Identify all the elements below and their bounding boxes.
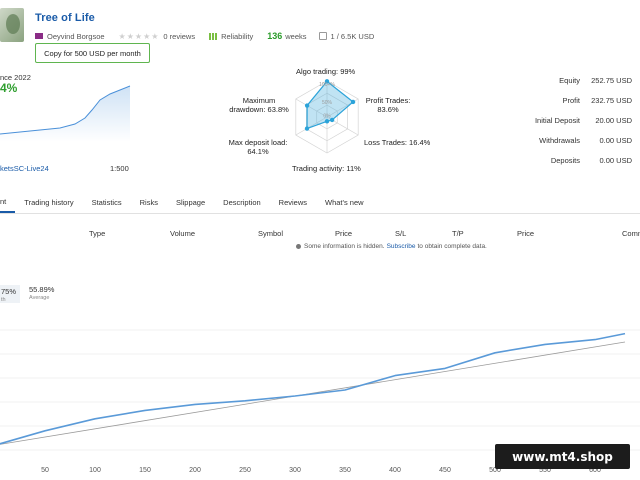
- mini-growth-chart: [0, 85, 131, 142]
- stat-equity: Equity 252.75 USD: [559, 75, 632, 85]
- radar-point: [304, 126, 310, 131]
- stat-withdrawals: Withdrawals 0.00 USD: [539, 135, 632, 145]
- radar-ring-label: 0%: [323, 114, 331, 120]
- tab-slippage[interactable]: Slippage: [175, 197, 206, 207]
- tab-description[interactable]: Description: [223, 197, 261, 207]
- radar-activity-label: Trading activity: 11%: [292, 164, 361, 173]
- x-tick-label: 250: [239, 467, 251, 474]
- growth-average-value: 55.89%: [29, 285, 55, 294]
- signal-thumbnail: [0, 8, 24, 42]
- radar-chart: 100+% 50% 0%: [295, 79, 359, 154]
- weeks-count: 136: [267, 31, 283, 41]
- flag-icon: [35, 33, 43, 39]
- x-tick-label: 550: [539, 467, 551, 474]
- author-name[interactable]: Oeyvind Borgsoe: [47, 31, 105, 41]
- radar-ring-label: 50%: [322, 100, 333, 106]
- tab-trading-history[interactable]: Trading history: [24, 197, 74, 207]
- growth-chart: 50 100 150 200 250 300 350 400 450 500 550 600: [0, 329, 640, 474]
- rating-stars-icon: ★★★★★: [118, 31, 160, 41]
- since-text: nce 2022: [0, 73, 31, 82]
- tab-account[interactable]: nt: [0, 191, 16, 213]
- col-commission[interactable]: Comm: [622, 229, 640, 238]
- x-tick-label: 350: [339, 467, 351, 474]
- x-tick-label: 500: [489, 467, 501, 474]
- col-volume[interactable]: Volume: [170, 229, 196, 238]
- info-icon: [296, 244, 301, 249]
- radar-point: [350, 99, 356, 105]
- growth-average-label: Average: [29, 295, 50, 301]
- radar-deposit-label: Max deposit load: 64.1%: [228, 138, 288, 156]
- col-type[interactable]: Type: [89, 229, 106, 238]
- radar-loss-label: Loss Trades: 16.4%: [364, 138, 431, 147]
- radar-algo-label: Algo trading: 99%: [296, 67, 356, 76]
- growth-line: [0, 332, 626, 445]
- growth-month-label: th: [1, 297, 6, 303]
- watermark: www.mt4.shop: [495, 444, 630, 469]
- radar-maxdd-label: Maximum drawdown: 63.8%: [229, 96, 289, 114]
- growth-month-value: 75%: [1, 287, 17, 296]
- x-tick-label: 400: [389, 467, 401, 474]
- reviews-count[interactable]: 0 reviews: [163, 31, 196, 41]
- radar-point: [324, 79, 330, 84]
- signal-meta: Oeyvind Borgsoe ★★★★★ 0 reviews Reliabil…: [35, 31, 374, 41]
- radar-point: [324, 119, 330, 124]
- subscribe-link[interactable]: Subscribe: [386, 243, 416, 250]
- x-tick-label: 600: [589, 467, 601, 474]
- x-tick-label: 450: [439, 467, 451, 474]
- tab-whats-new[interactable]: What's new: [325, 197, 364, 207]
- stat-initial-deposit: Initial Deposit 20.00 USD: [534, 115, 632, 125]
- tab-bar: nt Trading history Statistics Risks Slip…: [0, 191, 640, 214]
- radar-ring-label: 100+%: [319, 82, 335, 88]
- radar-point: [304, 103, 310, 108]
- tab-statistics[interactable]: Statistics: [91, 197, 122, 207]
- x-tick-label: 150: [139, 467, 151, 474]
- x-tick-label: 100: [89, 467, 101, 474]
- tab-reviews[interactable]: Reviews: [278, 197, 308, 207]
- radar-axis: [295, 116, 328, 136]
- col-symbol[interactable]: Symbol: [258, 229, 284, 238]
- account-server[interactable]: ketsSC-Live24: [0, 164, 49, 173]
- weeks-label: weeks: [285, 31, 307, 41]
- growth-percent: 4%: [0, 81, 18, 95]
- copy-button[interactable]: Copy for 500 USD per month: [35, 43, 150, 63]
- leverage: 1:500: [110, 164, 129, 173]
- copiers-count: 1 / 6.5K USD: [330, 31, 375, 41]
- col-price[interactable]: Price: [335, 229, 353, 238]
- copiers-icon: [318, 32, 327, 40]
- growth-average-box[interactable]: 55.89% Average: [29, 285, 54, 301]
- col-sl[interactable]: S/L: [395, 229, 407, 238]
- tab-risks[interactable]: Risks: [139, 197, 158, 207]
- radar-axis: [295, 98, 328, 118]
- x-tick-label: 50: [41, 467, 49, 474]
- x-tick-label: 300: [289, 467, 301, 474]
- x-tick-label: 200: [189, 467, 201, 474]
- account-stats: Equity 252.75 USD Profit 232.75 USD Initia…: [520, 70, 632, 170]
- radar-point: [329, 117, 335, 123]
- hidden-info-note: Some information is hidden. Subscribe to…: [296, 243, 487, 250]
- radar-profit-label: Profit Trades: 83.6%: [365, 96, 411, 114]
- reliability-label: Reliability: [221, 31, 254, 41]
- reliability-bars-icon: [209, 32, 218, 40]
- growth-month-box[interactable]: 75% th: [0, 285, 20, 303]
- col-tp[interactable]: T/P: [452, 229, 464, 238]
- col-price-2[interactable]: Price: [517, 229, 535, 238]
- stat-profit: Profit 232.75 USD: [562, 95, 632, 105]
- signal-title[interactable]: Tree of Life: [35, 12, 95, 24]
- stat-deposits: Deposits 0.00 USD: [550, 155, 632, 165]
